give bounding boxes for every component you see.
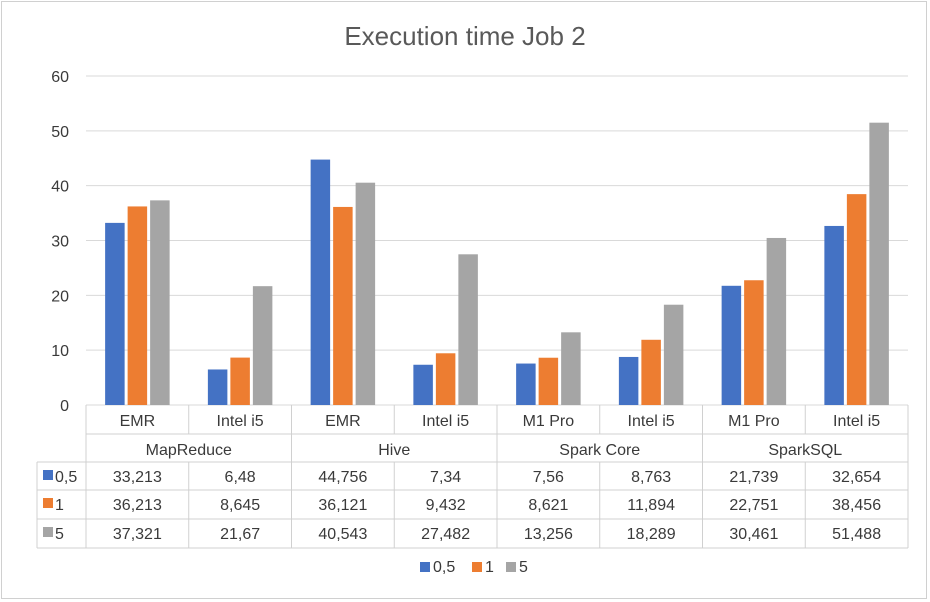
bar-series-1-cat-3 [435,353,456,405]
bar-series-2-cat-6 [766,237,787,405]
y-tick-label: 40 [51,179,69,196]
group-label: SparkSQL [768,442,842,459]
table-cell-value: 21,67 [220,526,260,543]
table-cell-value: 33,213 [113,469,162,486]
table-cell-value: 36,213 [113,497,162,514]
legend-label: 0,5 [433,559,455,576]
table-cell-value: 9,432 [426,497,466,514]
y-tick-label: 50 [51,124,69,141]
category-label: EMR [120,413,156,430]
bar-series-0-cat-4 [516,363,536,405]
category-label: M1 Pro [728,413,780,430]
table-cell-value: 37,321 [113,526,162,543]
bar-series-2-cat-3 [458,254,478,405]
bar-series-0-cat-2 [310,159,331,405]
table-series-label: 1 [55,497,64,514]
table-cell-value: 22,751 [729,497,778,514]
table-legend-key [43,498,53,508]
bar-series-1-cat-2 [333,206,353,405]
category-label: Intel i5 [628,413,675,430]
table-series-label: 5 [55,526,64,543]
table-cell-value: 40,543 [318,526,367,543]
legend-label: 1 [485,559,494,576]
y-tick-label: 20 [51,288,69,305]
bar-series-1-cat-4 [538,357,559,405]
bar-series-2-cat-0 [150,200,170,405]
chart-title: Execution time Job 2 [344,21,585,51]
bar-series-2-cat-7 [869,122,889,405]
category-label: EMR [325,413,361,430]
bar-series-2-cat-2 [355,182,376,405]
table-cell-value: 11,894 [627,497,675,514]
y-tick-label: 30 [51,234,69,251]
category-label: Intel i5 [422,413,469,430]
bar-series-2-cat-4 [561,332,581,405]
table-cell-value: 30,461 [729,526,778,543]
bar-series-1-cat-1 [230,357,250,405]
table-legend-key [43,527,53,537]
table-cell-value: 21,739 [729,469,778,486]
bar-series-1-cat-6 [744,280,764,405]
group-label: Spark Core [559,442,640,459]
bar-series-0-cat-3 [413,364,433,405]
table-cell-value: 8,621 [528,497,568,514]
bar-series-0-cat-5 [618,356,639,405]
y-tick-label: 0 [60,398,69,415]
category-label: Intel i5 [217,413,264,430]
table-cell-value: 6,48 [225,469,256,486]
table-cell-value: 38,456 [832,497,881,514]
table-cell-value: 7,56 [533,469,564,486]
table-cell-value: 32,654 [832,469,881,486]
bar-series-1-cat-0 [127,206,148,405]
table-cell-value: 7,34 [430,469,461,486]
table-cell-value: 13,256 [524,526,573,543]
bar-series-1-cat-7 [846,194,867,405]
table-cell-value: 8,763 [631,469,671,486]
group-label: MapReduce [146,442,232,459]
table-cell-value: 51,488 [832,526,881,543]
bar-series-0-cat-6 [721,285,742,405]
table-legend-key [43,470,53,480]
table-cell-value: 8,645 [220,497,260,514]
bar-series-0-cat-1 [207,369,228,405]
bar-series-2-cat-5 [663,304,684,405]
category-label: Intel i5 [833,413,880,430]
y-tick-label: 60 [51,69,69,86]
legend-swatch [506,562,516,572]
table-cell-value: 44,756 [318,469,367,486]
legend-label: 5 [519,559,528,576]
table-series-label: 0,5 [55,469,77,486]
y-tick-label: 10 [51,343,69,360]
table-cell-value: 27,482 [421,526,470,543]
legend-swatch [420,562,430,572]
bar-series-2-cat-1 [252,286,273,405]
group-label: Hive [378,442,410,459]
legend-swatch [472,562,482,572]
category-label: M1 Pro [523,413,575,430]
table-cell-value: 36,121 [318,497,367,514]
bar-series-0-cat-7 [824,225,844,405]
table-cell-value: 18,289 [627,526,676,543]
bar-series-0-cat-0 [105,222,125,405]
bar-series-1-cat-5 [641,339,661,405]
